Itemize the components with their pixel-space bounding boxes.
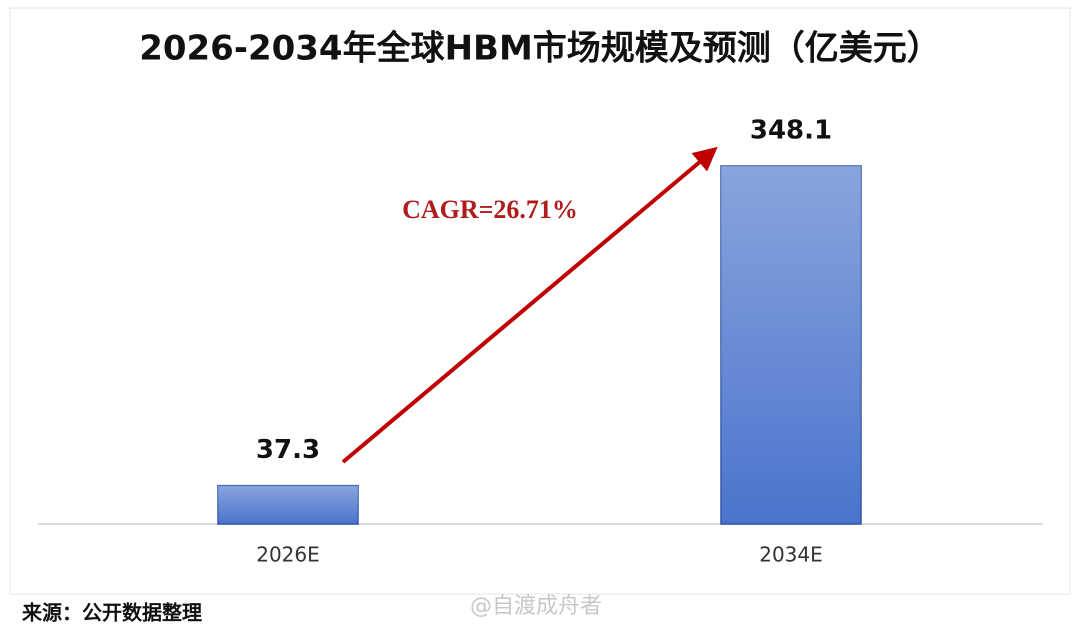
bar-shine	[218, 485, 358, 524]
growth-arrow	[341, 146, 718, 464]
source-note: 来源：公开数据整理	[21, 601, 202, 625]
cagr-annotation: CAGR=26.71%	[402, 195, 578, 224]
data-label: 348.1	[750, 116, 832, 146]
bar-shine	[721, 166, 861, 524]
x-tick-label: 2034E	[759, 543, 823, 567]
data-label: 37.3	[256, 435, 320, 465]
watermark: @自渡成舟者	[470, 594, 602, 619]
chart-frame	[9, 7, 1071, 595]
x-tick-label: 2026E	[256, 543, 320, 567]
chart-title: 2026-2034年全球HBM市场规模及预测（亿美元）	[139, 29, 941, 69]
